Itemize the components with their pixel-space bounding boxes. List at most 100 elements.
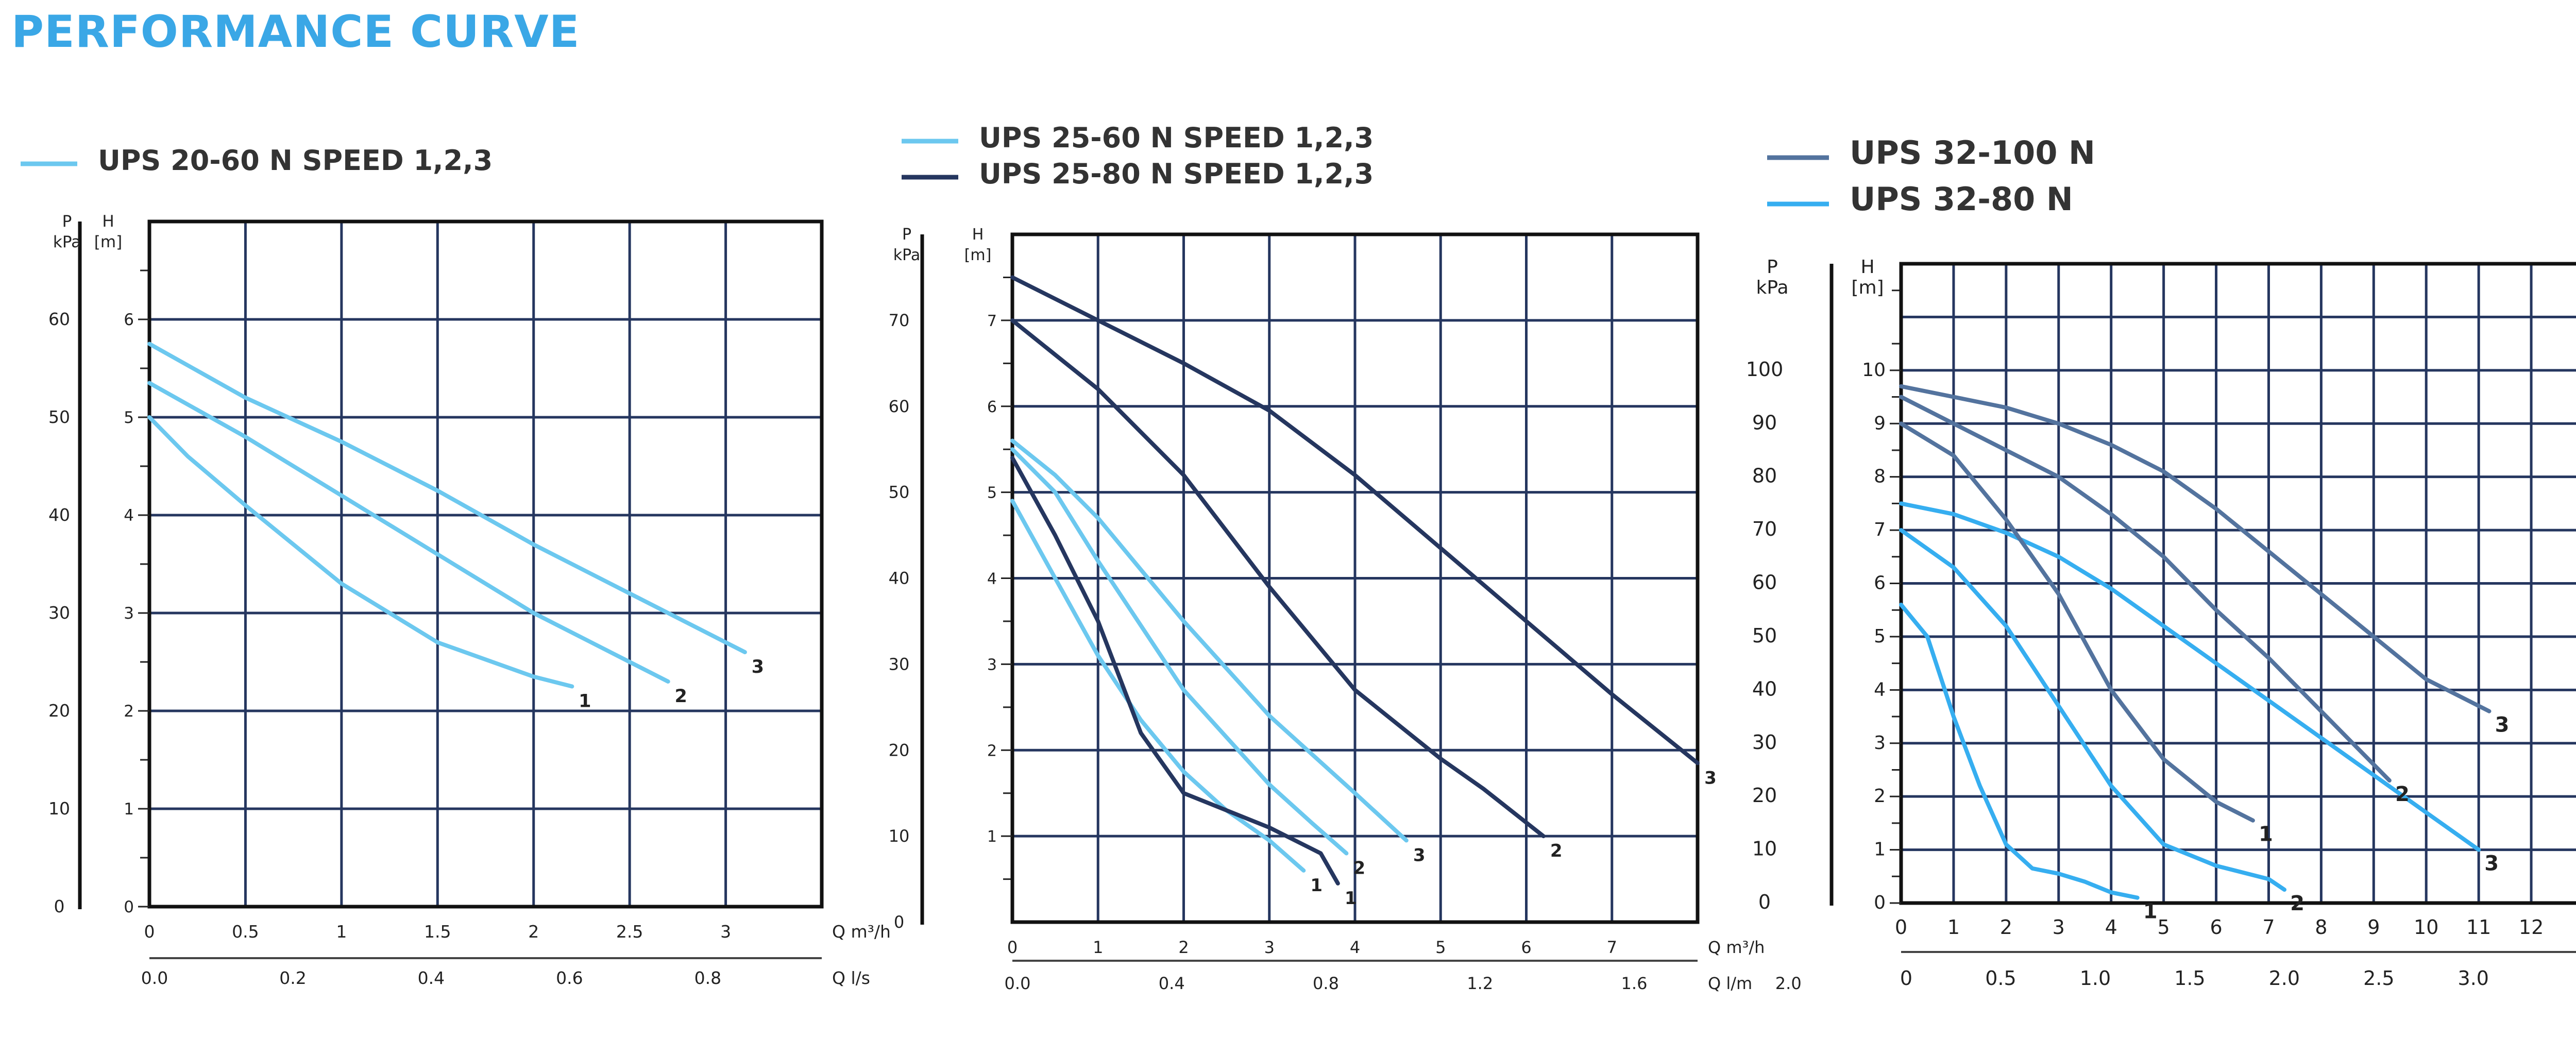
flow-tick-label: 0: [1007, 938, 1018, 957]
series-curve-4: [1899, 421, 2255, 823]
pressure-tick-label: 30: [889, 654, 910, 674]
second-axis-tick-label: 0.2: [279, 968, 306, 988]
pressure-tick-label: 0: [54, 896, 65, 916]
head-tick-label: 8: [1874, 466, 1886, 487]
head-tick-label: 3: [987, 656, 997, 674]
head-unit-label: [m]: [1851, 277, 1884, 298]
flow-axis-label: Q m³/h: [1708, 938, 1765, 957]
pressure-tick-label: 100: [1746, 358, 1784, 381]
pressure-tick-label: 10: [889, 826, 910, 846]
pressure-tick-label: 10: [1752, 838, 1777, 860]
second-axis-tick-label: 0.8: [1313, 974, 1339, 993]
flow-tick-label: 0: [144, 922, 155, 942]
flow-tick-label: 1: [1093, 938, 1103, 957]
head-axis-label: H: [102, 212, 114, 231]
legend-label: UPS 32-100 N: [1850, 134, 2095, 172]
flow-tick-label: 3: [720, 922, 731, 942]
pressure-axis-label: P: [1767, 257, 1778, 278]
series-curve-3: [147, 342, 747, 654]
series-curve-6: [1899, 384, 2492, 713]
flow-tick-label: 0.5: [232, 922, 259, 942]
flow-tick-label: 2: [528, 922, 539, 942]
flow-tick-label: 6: [2210, 916, 2222, 939]
speed-label: 1: [2143, 900, 2158, 924]
series-curve-2: [1899, 528, 2286, 892]
second-axis-tick-label: 0.8: [694, 968, 721, 988]
flow-tick-label: 0: [1895, 916, 1907, 939]
head-tick-label: 2: [987, 742, 997, 760]
head-tick-label: 5: [1874, 626, 1886, 647]
head-tick-label: 1: [1874, 839, 1886, 860]
second-axis-tick-label: 1.6: [1621, 974, 1648, 993]
flow-tick-label: 1: [336, 922, 347, 942]
page-title: PERFORMANCE CURVE: [11, 6, 580, 58]
pressure-tick-label: 70: [1752, 518, 1777, 540]
pressure-tick-label: 0: [894, 912, 904, 932]
pressure-tick-label: 20: [1752, 784, 1777, 807]
second-axis-tick-label: 0.5: [1985, 967, 2016, 990]
second-axis-tick-label: 0.0: [1005, 974, 1031, 993]
series-curve-1: [1010, 499, 1306, 873]
flow-tick-label: 2: [2000, 916, 2012, 939]
head-tick-label: 3: [124, 604, 134, 623]
head-tick-label: 7: [1874, 519, 1886, 540]
series-curve-2: [1010, 447, 1349, 856]
pressure-tick-label: 60: [48, 309, 70, 329]
legend-label: UPS 32-80 N: [1850, 180, 2073, 218]
speed-label: 1: [1345, 888, 1357, 909]
speed-label: 3: [2495, 713, 2510, 737]
series-curve-3: [1899, 501, 2481, 852]
flow-tick-label: 5: [2158, 916, 2170, 939]
flow-tick-label: 1: [1947, 916, 1960, 939]
head-tick-label: 4: [987, 570, 997, 588]
head-axis-label: H: [1860, 257, 1874, 278]
pressure-unit-label: kPa: [53, 233, 81, 251]
speed-label: 1: [1310, 875, 1323, 896]
head-tick-label: 2: [124, 702, 134, 721]
pressure-tick-label: 80: [1752, 465, 1777, 487]
pressure-axis-label: P: [62, 212, 72, 231]
series-curve-3: [1010, 438, 1409, 843]
head-tick-label: 1: [124, 800, 134, 819]
speed-label: 2: [2395, 782, 2410, 806]
second-axis-tick-label: 1.5: [2174, 967, 2205, 990]
head-tick-label: 4: [1874, 679, 1886, 700]
second-axis-tick-label: 1.0: [2080, 967, 2111, 990]
pressure-tick-label: 40: [1752, 677, 1777, 700]
performance-chart-3: PkPaH[m]01234567891001020304050607080901…: [1746, 134, 2576, 990]
pressure-tick-label: 50: [48, 407, 70, 427]
pressure-tick-label: 0: [1758, 891, 1771, 913]
second-axis-tick-label: 3.0: [2458, 967, 2489, 990]
flow-tick-label: 2: [1178, 938, 1189, 957]
flow-tick-label: 6: [1521, 938, 1531, 957]
head-axis-label: H: [972, 226, 984, 244]
speed-label: 3: [752, 657, 764, 677]
head-unit-label: [m]: [94, 233, 122, 251]
pressure-tick-label: 10: [48, 798, 70, 819]
head-tick-label: 5: [124, 409, 134, 427]
flow-tick-label: 9: [2367, 916, 2380, 939]
head-tick-label: 2: [1874, 786, 1886, 807]
flow-tick-label: 3: [2053, 916, 2065, 939]
series-curve-5: [1899, 395, 2392, 783]
pressure-tick-label: 20: [48, 701, 70, 721]
second-axis-label: Q l/s: [832, 968, 870, 988]
pressure-tick-label: 40: [48, 505, 70, 525]
head-unit-label: [m]: [964, 246, 992, 264]
pressure-tick-label: 50: [1752, 624, 1777, 647]
flow-tick-label: 7: [1607, 938, 1617, 957]
speed-label: 2: [1353, 858, 1366, 879]
head-tick-label: 7: [987, 312, 997, 330]
pressure-tick-label: 60: [1752, 571, 1777, 594]
flow-tick-label: 4: [1350, 938, 1360, 957]
pressure-tick-label: 30: [1752, 731, 1777, 754]
series-curve-2: [147, 381, 670, 684]
second-axis-tick-label: 0.4: [418, 968, 445, 988]
pressure-tick-label: 90: [1752, 411, 1777, 434]
speed-label: 2: [1550, 841, 1563, 861]
head-tick-label: 9: [1874, 413, 1886, 434]
pressure-unit-label: kPa: [1756, 277, 1789, 298]
legend-label: UPS 25-60 N SPEED 1,2,3: [979, 122, 1374, 154]
second-axis-tick-label: 0: [1900, 967, 1912, 990]
